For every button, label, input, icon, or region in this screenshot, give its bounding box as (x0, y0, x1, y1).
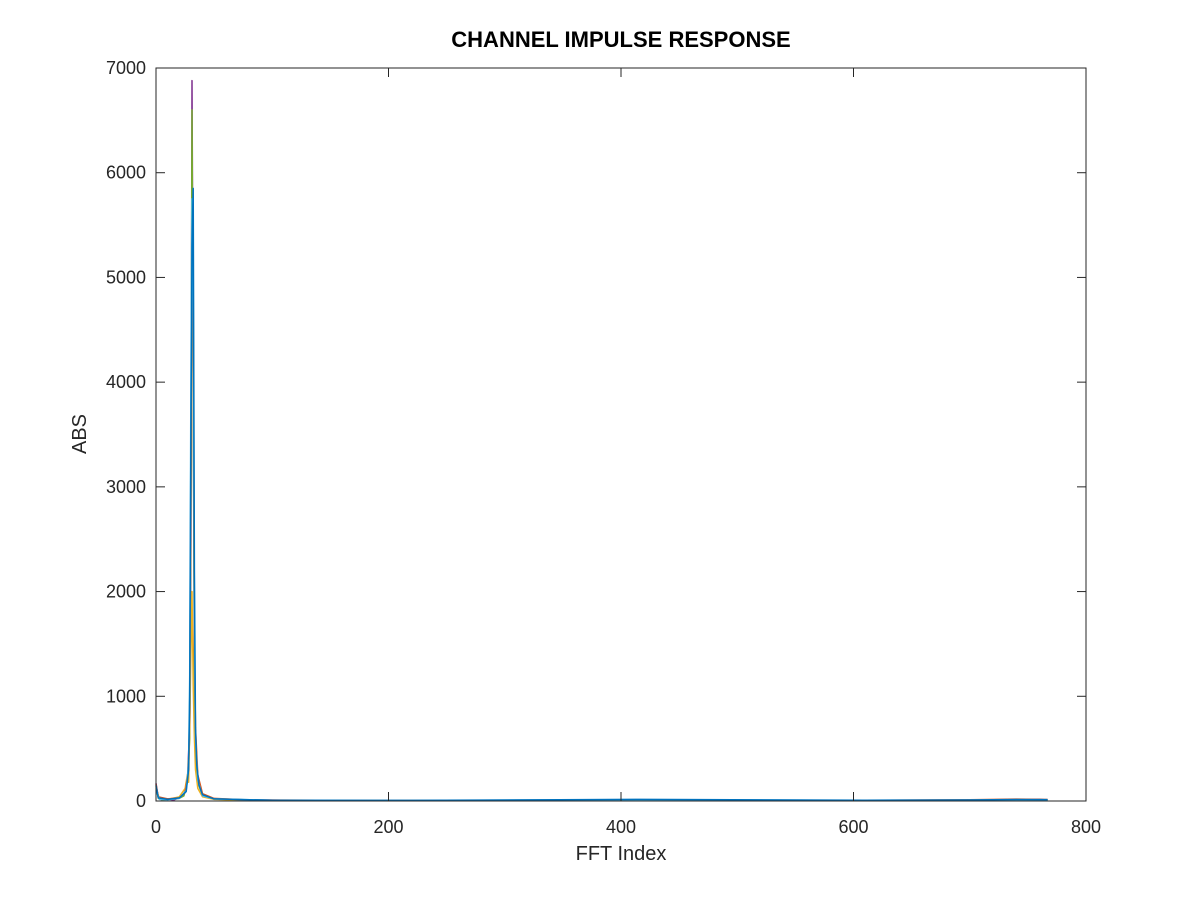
y-tick-label: 3000 (106, 477, 146, 497)
x-tick-label: 400 (606, 817, 636, 837)
axis-ticks: 0 200 400 600 800 0 1000 2000 3000 4000 5000 6000 70… (106, 58, 1101, 837)
x-tick-label: 600 (838, 817, 868, 837)
y-tick-label: 6000 (106, 163, 146, 183)
chart-title: CHANNEL IMPULSE RESPONSE (451, 27, 790, 52)
y-tick-label: 0 (136, 791, 146, 811)
x-tick-label: 0 (151, 817, 161, 837)
y-tick-label: 2000 (106, 582, 146, 602)
y-tick-label: 7000 (106, 58, 146, 78)
series-line-6 (155, 187, 1048, 802)
y-tick-label: 1000 (106, 686, 146, 706)
x-tick-label: 800 (1071, 817, 1101, 837)
y-axis-label: ABS (69, 414, 91, 454)
y-tick-label: 4000 (106, 372, 146, 392)
x-axis-label: FFT Index (576, 843, 667, 865)
x-tick-label: 200 (373, 817, 403, 837)
y-tick-label: 5000 (106, 267, 146, 287)
